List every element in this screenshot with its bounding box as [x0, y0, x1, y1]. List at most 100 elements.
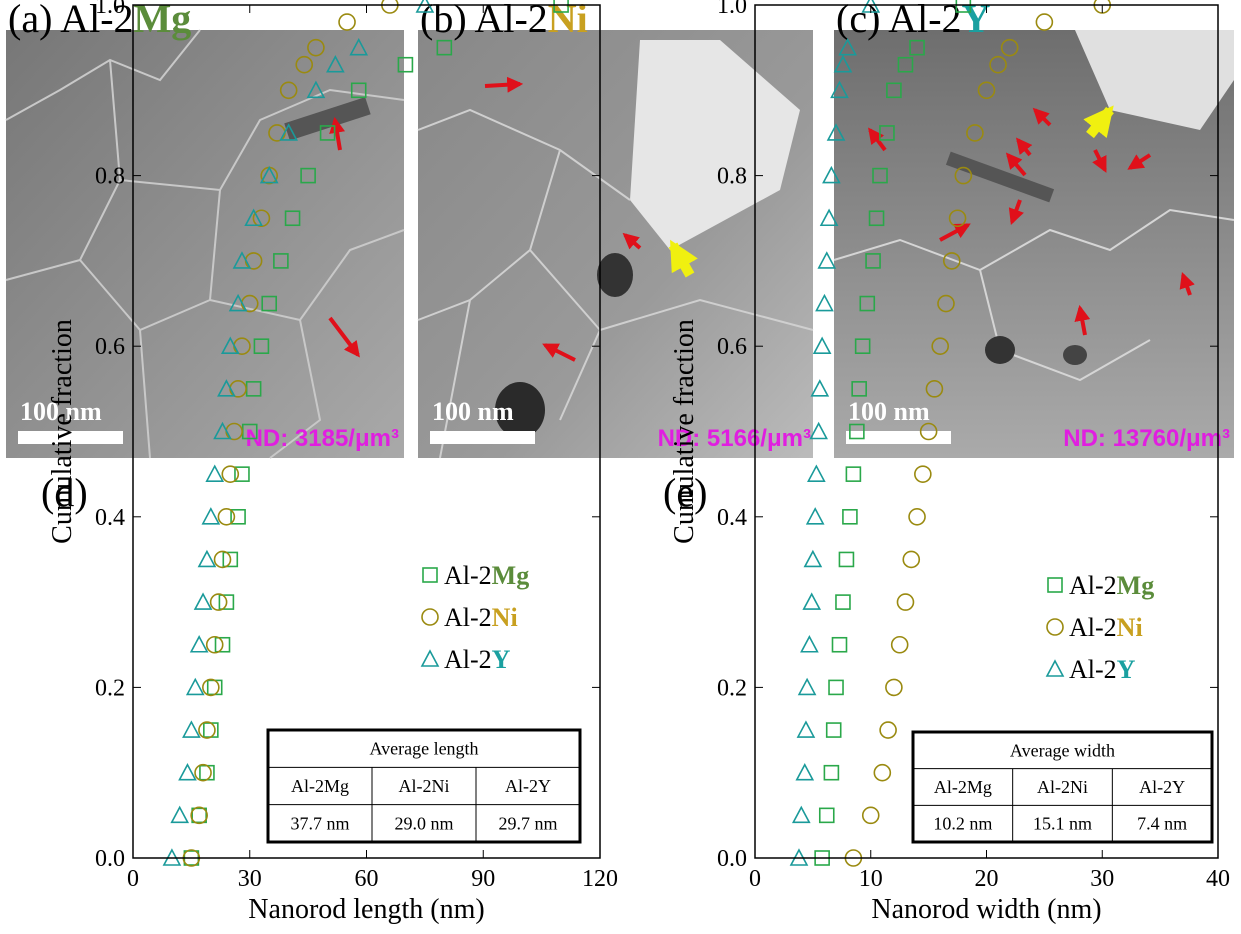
y-tick-label: 0.4	[717, 505, 747, 531]
data-point	[909, 509, 925, 525]
x-tick-label: 10	[859, 866, 883, 892]
data-point	[886, 679, 902, 695]
y-tick-label: 1.0	[95, 0, 125, 19]
legend-label: Al-2Ni	[1069, 613, 1143, 642]
y-tick-label: 0.8	[717, 164, 747, 190]
x-tick-label: 20	[975, 866, 999, 892]
table-header: Al-2Ni	[399, 776, 450, 796]
data-point	[218, 509, 234, 525]
y-tick-label: 0.0	[717, 846, 747, 872]
legend-marker	[1048, 578, 1062, 592]
data-point	[807, 509, 823, 524]
data-point	[207, 466, 223, 481]
legend-element: Y	[1117, 655, 1136, 684]
legend-prefix: Al-2	[444, 645, 492, 674]
table-header: Al-2Mg	[291, 776, 349, 796]
number-density: ND: 13760/μm³	[1063, 425, 1230, 452]
table-header: Al-2Ni	[1037, 777, 1088, 797]
data-point	[874, 765, 890, 781]
legend-prefix: Al-2	[1069, 571, 1117, 600]
table-header: Al-2Y	[1139, 777, 1185, 797]
legend-label: Al-2Y	[444, 645, 511, 674]
data-point	[192, 808, 206, 822]
data-point	[880, 722, 896, 738]
table-header: Al-2Y	[505, 776, 551, 796]
x-axis-label: Nanorod width (nm)	[871, 894, 1101, 925]
table-cell: 29.0 nm	[394, 813, 453, 833]
x-tick-label: 60	[355, 866, 379, 892]
x-tick-label: 0	[749, 866, 761, 892]
data-point	[903, 551, 919, 567]
legend-marker	[1047, 661, 1063, 676]
data-point	[816, 296, 832, 311]
data-point	[172, 807, 188, 822]
data-point	[892, 637, 908, 653]
legend-marker	[423, 568, 437, 582]
scale-bar	[430, 431, 535, 444]
y-tick-label: 0.2	[717, 675, 747, 701]
panel-label: (b)	[420, 0, 467, 41]
micrograph-c	[834, 30, 1234, 458]
legend-prefix: Al-2	[1069, 655, 1117, 684]
data-point	[824, 766, 838, 780]
data-point	[814, 338, 830, 353]
x-axis-label: Nanorod length (nm)	[248, 894, 484, 925]
data-point	[829, 680, 843, 694]
number-density: ND: 3185/μm³	[246, 425, 399, 452]
data-point	[382, 0, 398, 13]
data-point	[832, 638, 846, 652]
scale-bar-label: 100 nm	[848, 397, 930, 426]
data-point	[798, 722, 814, 737]
table-cell: 37.7 nm	[290, 813, 349, 833]
data-point	[846, 467, 860, 481]
legend-label: Al-2Y	[1069, 655, 1136, 684]
data-point	[897, 594, 913, 610]
y-tick-label: 0.2	[95, 675, 125, 701]
table-cell: 10.2 nm	[933, 814, 992, 834]
y-tick-label: 0.4	[95, 505, 125, 531]
alloy-prefix: Al-2	[888, 0, 961, 41]
panel-label: (a)	[8, 0, 52, 41]
y-tick-label: 0.6	[95, 334, 125, 360]
x-tick-label: 90	[471, 866, 495, 892]
data-point	[793, 807, 809, 822]
data-point	[804, 594, 820, 609]
x-tick-label: 120	[582, 866, 618, 892]
data-point	[805, 551, 821, 566]
figure: (a) Al-2Mg100 nmND: 3185/μm³(b) Al-2Ni10…	[0, 0, 1241, 934]
data-point	[801, 637, 817, 652]
legend-element: Ni	[492, 603, 518, 632]
panel-title: (c) Al-2Y	[836, 0, 991, 41]
data-point	[195, 765, 211, 781]
panel-label: (e)	[663, 470, 707, 515]
panel-label: (c)	[836, 0, 880, 41]
data-point	[222, 466, 238, 482]
y-tick-label: 0.8	[95, 164, 125, 190]
legend-element: Mg	[492, 561, 530, 590]
data-point	[811, 424, 827, 439]
legend-label: Al-2Mg	[444, 561, 529, 590]
data-point	[191, 637, 207, 652]
data-point	[339, 14, 355, 30]
panel-title: (b) Al-2Ni	[420, 0, 588, 41]
data-point	[1036, 14, 1052, 30]
y-tick-label: 1.0	[717, 0, 747, 19]
data-point	[203, 509, 219, 524]
data-point	[827, 723, 841, 737]
legend-element: Mg	[1117, 571, 1155, 600]
table-header: Al-2Mg	[934, 777, 992, 797]
data-point	[797, 765, 813, 780]
table-cell: 7.4 nm	[1137, 814, 1187, 834]
data-point	[915, 466, 931, 482]
data-point	[179, 765, 195, 780]
legend-label: Al-2Mg	[1069, 571, 1154, 600]
data-point	[195, 594, 211, 609]
x-tick-label: 40	[1206, 866, 1230, 892]
scale-bar	[846, 431, 951, 444]
x-tick-label: 30	[1090, 866, 1114, 892]
table-title: Average length	[369, 739, 478, 759]
data-point	[799, 679, 815, 694]
page: {"panels":[ {"label":"(a)","prefix":"Al-…	[0, 0, 1241, 934]
table-title: Average width	[1010, 740, 1115, 760]
table-cell: 15.1 nm	[1033, 814, 1092, 834]
